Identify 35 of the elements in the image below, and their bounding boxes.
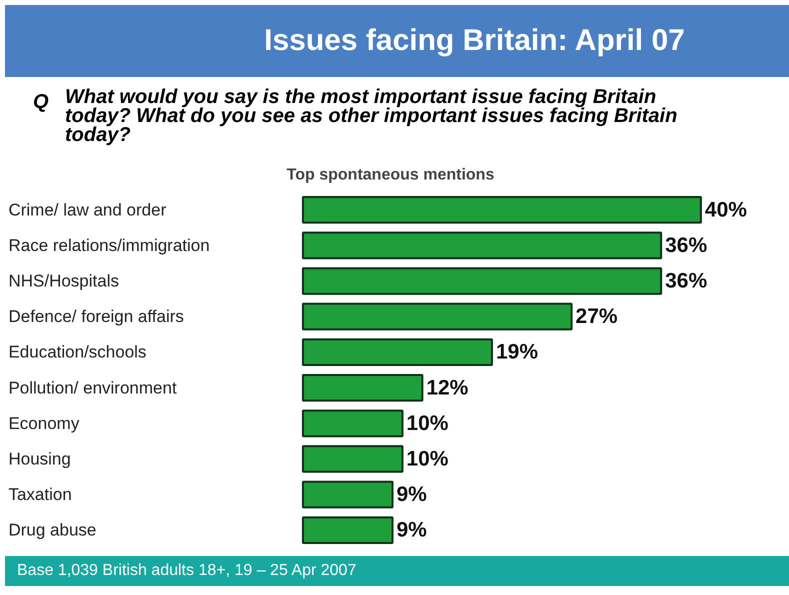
chart-title: Issues facing Britain: April 07 xyxy=(264,22,685,59)
y-tick-label: Drug abuse xyxy=(8,520,96,540)
y-tick-label: Crime/ law and order xyxy=(8,200,167,220)
bar xyxy=(302,374,424,402)
text: Base 1,039 British adults 18+, 19 – 25 Apr 2007 xyxy=(17,560,356,581)
data-label: 10% xyxy=(406,447,449,470)
bar xyxy=(302,196,702,224)
text: Q xyxy=(32,90,50,115)
data-label: 27% xyxy=(576,305,618,328)
y-tick-label: Economy xyxy=(8,414,80,433)
y-tick-label: Race relations/immigration xyxy=(8,236,210,255)
y-tick-label: Education/schools xyxy=(8,342,146,362)
bar xyxy=(302,410,404,438)
bar xyxy=(302,232,662,260)
bar xyxy=(302,302,573,330)
y-tick-label: NHS/Hospitals xyxy=(8,272,120,291)
data-label: 40% xyxy=(704,198,748,222)
y-tick-label: Taxation xyxy=(8,485,72,504)
data-label: 9% xyxy=(396,518,428,542)
data-label: 12% xyxy=(426,376,469,400)
data-label: 36% xyxy=(665,234,708,257)
bar xyxy=(302,480,394,508)
chart-subtitle: What would you say is the most important issue facing Britain today? What do you see as other important issues facing Britain today? xyxy=(65,86,678,146)
y-tick-label: Defence/ foreign affairs xyxy=(8,307,184,326)
bar xyxy=(302,338,493,366)
y-tick-label: Pollution/ environment xyxy=(8,378,177,398)
x-axis-title: Top spontaneous mentions xyxy=(286,166,494,184)
bar xyxy=(302,516,394,544)
data-label: 19% xyxy=(496,340,538,364)
data-label: 36% xyxy=(665,270,708,293)
bar xyxy=(302,445,404,473)
y-tick-label: Housing xyxy=(8,449,71,468)
bar xyxy=(302,267,662,295)
data-label: 10% xyxy=(406,412,449,435)
data-label: 9% xyxy=(396,483,428,506)
